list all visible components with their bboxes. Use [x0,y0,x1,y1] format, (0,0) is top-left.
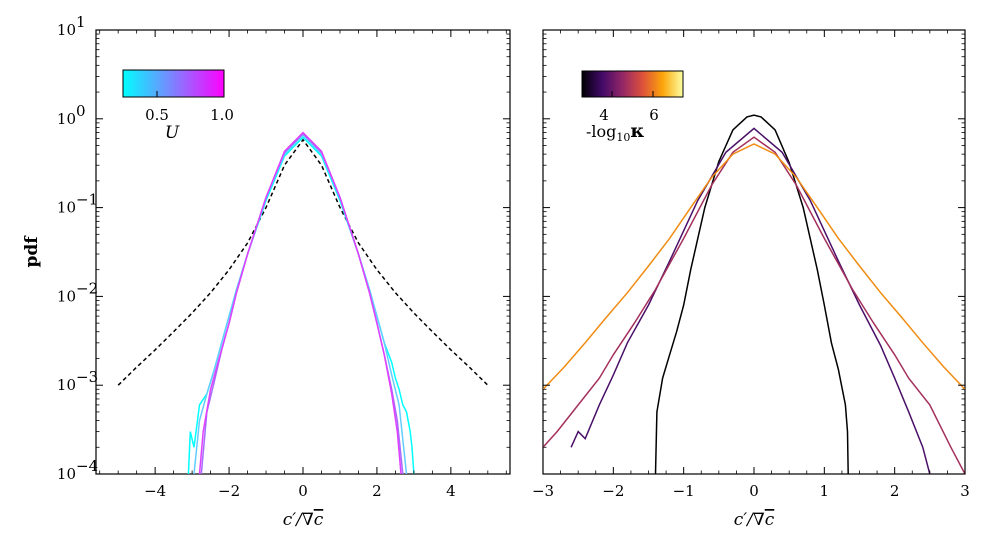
left-x-tick-label: 2 [372,482,382,500]
left-colorbar-tick-label: 1.0 [210,106,234,124]
y-axis-label: pdf [22,235,42,268]
right-x-tick-label: −3 [532,482,554,500]
right-series-line-3 [543,143,965,390]
left-x-tick-label: 4 [446,482,456,500]
left-y-tick-exponent: 1 [76,13,86,31]
right-colorbar-tick-label: 6 [649,106,659,124]
left-x-tick-label: −4 [144,482,166,500]
left-y-tick-label: 10 [57,465,76,483]
left-y-tick-label: 10 [57,21,76,39]
right-x-tick-label: 2 [890,482,900,500]
right-series-line-0 [654,114,849,474]
right-colorbar-tick-label: 4 [599,106,609,124]
right-series-line-2 [543,136,965,474]
left-x-tick-label: 0 [298,482,308,500]
left-colorbar: 0.5 1.0 U [122,69,234,143]
right-x-ticks: −3 −2 −1 0 1 2 3 [532,30,970,500]
right-panel: −3 −2 −1 0 1 2 3 c′/∇c 4 6 -log10κ [532,29,970,530]
right-x-tick-label: 1 [820,482,830,500]
left-y-tick-label: 10 [57,376,76,394]
left-colorbar-tick-label: 0.5 [145,106,169,124]
left-x-tick-label: −2 [218,482,240,500]
left-series-line-4 [198,131,402,474]
left-y-tick-exponent: −2 [76,279,98,297]
left-x-ticks: −4 −2 0 2 4 [99,30,507,500]
left-series-line-2 [193,133,408,474]
left-y-tick-exponent: −3 [76,368,98,386]
right-colorbar-label: -log10κ [586,120,645,144]
right-series-group [543,114,965,474]
left-colorbar-gradient [122,69,225,98]
right-x-tick-label: −1 [673,482,695,500]
right-x-tick-label: 0 [749,482,759,500]
left-series-group [117,131,489,474]
right-x-axis-label: c′/∇c [734,510,775,530]
left-series-line-0 [117,138,489,386]
left-y-tick-label: 10 [57,110,76,128]
left-colorbar-label: U [165,123,180,143]
right-series-line-1 [570,127,931,474]
right-y-ticks [543,29,965,475]
right-x-tick-label: 3 [960,482,970,500]
left-y-tick-exponent: 0 [76,102,86,120]
right-x-tick-label: −2 [602,482,624,500]
left-y-tick-label: 10 [57,287,76,305]
right-colorbar-gradient [581,70,684,98]
left-y-tick-exponent: −4 [76,457,98,475]
left-x-axis-label: c′/∇c [283,510,324,530]
right-colorbar: 4 6 -log10κ [581,70,684,144]
left-y-tick-label: 10 [57,199,76,217]
left-y-tick-exponent: −1 [76,191,98,209]
left-series-line-1 [187,136,415,474]
